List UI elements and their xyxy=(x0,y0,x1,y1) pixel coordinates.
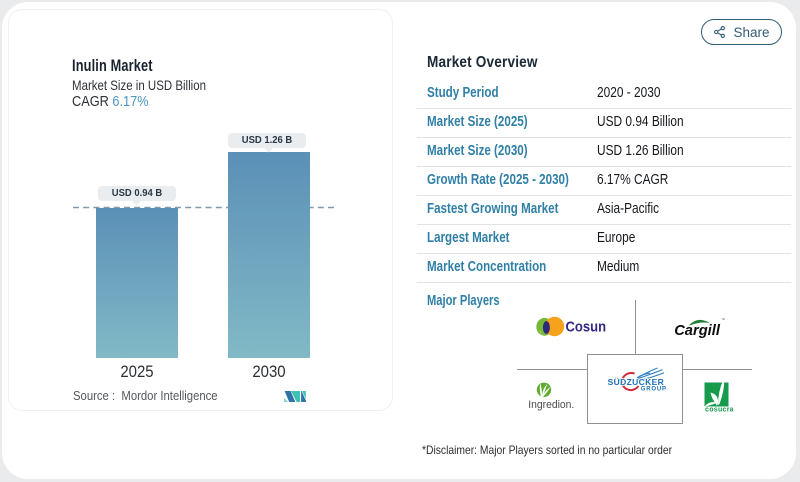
svg-text:SÜDZUCKER: SÜDZUCKER xyxy=(608,377,665,387)
svg-text:cosucra™: cosucra™ xyxy=(705,407,733,414)
svg-text:GROUP: GROUP xyxy=(641,387,667,393)
svg-text:Cargill: Cargill xyxy=(674,323,721,339)
svg-text:Cosun: Cosun xyxy=(566,318,607,335)
svg-text:™: ™ xyxy=(721,317,725,322)
svg-text:Ingredion.: Ingredion. xyxy=(528,399,574,411)
